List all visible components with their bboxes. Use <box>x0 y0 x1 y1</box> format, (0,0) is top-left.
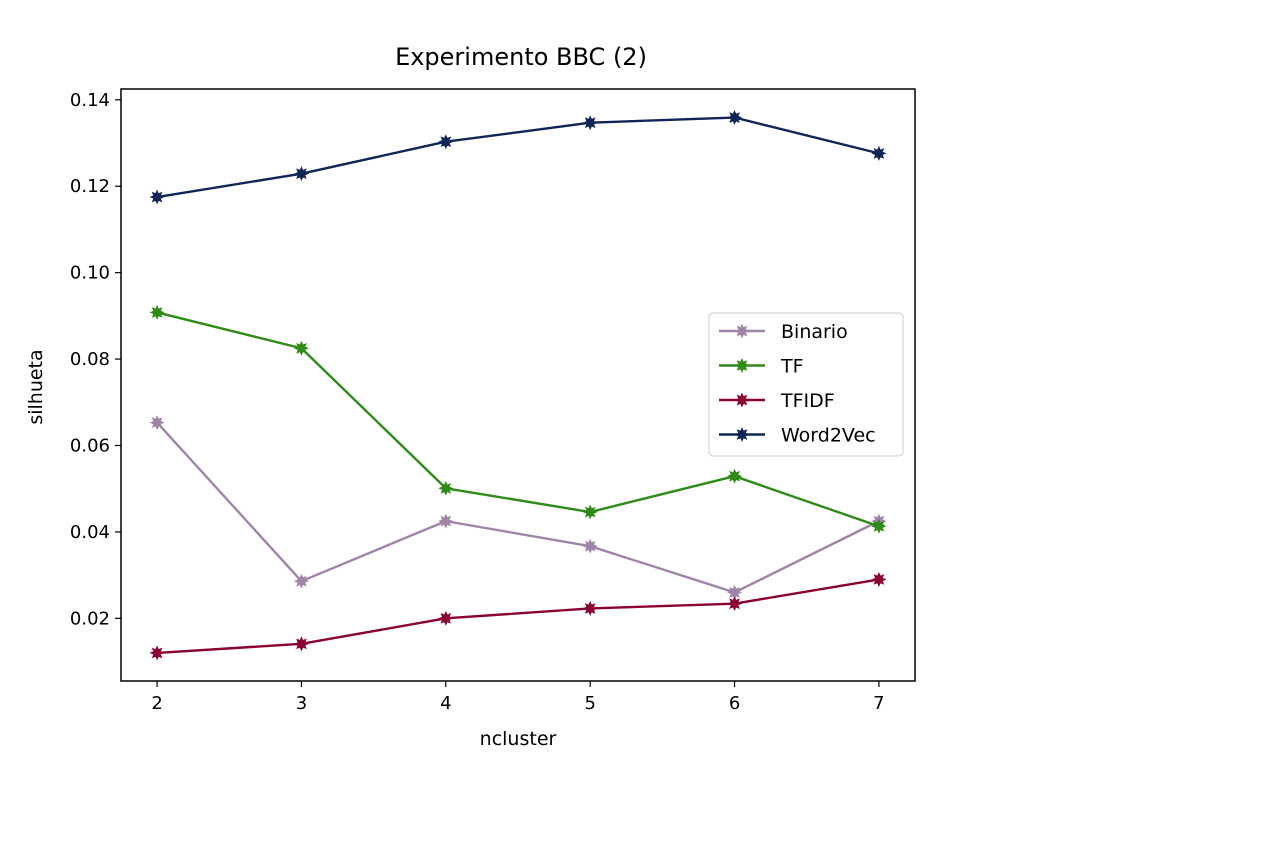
y-tick-label: 0.12 <box>70 176 110 197</box>
x-tick-label: 6 <box>729 693 740 714</box>
y-tick-label: 0.08 <box>70 349 110 370</box>
data-point-word2vec <box>438 134 454 150</box>
series-word2vec <box>149 110 887 205</box>
y-tick-label: 0.06 <box>70 435 110 456</box>
data-point-tfidf <box>727 596 743 612</box>
data-point-tfidf <box>149 645 165 661</box>
chart-title: Experimento BBC (2) <box>395 43 647 71</box>
series-line-word2vec <box>156 116 880 199</box>
plot-area <box>120 88 916 682</box>
data-point-binario <box>149 415 165 431</box>
x-tick-label: 5 <box>584 693 595 714</box>
data-point-word2vec <box>149 189 165 205</box>
y-axis: 0.02 0.04 0.06 0.08 0.10 0.12 0.14 <box>70 90 121 629</box>
legend-marker <box>734 323 750 339</box>
x-tick-label: 3 <box>296 693 307 714</box>
series-tf <box>149 304 887 534</box>
y-tick-label: 0.04 <box>70 522 110 543</box>
series-line-tfidf <box>157 578 880 655</box>
data-point-word2vec <box>293 166 309 182</box>
legend-item-tfidf: TFIDF <box>719 390 835 412</box>
data-point-tf <box>582 504 598 520</box>
legend-marker <box>734 392 750 408</box>
x-tick-label: 2 <box>151 693 162 714</box>
data-point-tf <box>438 480 454 496</box>
data-point-word2vec <box>582 115 598 131</box>
data-point-tfidf <box>871 571 887 587</box>
legend-item-tf: TF <box>719 356 804 378</box>
legend: Binario TF TFIDF Word2Vec <box>708 312 904 457</box>
data-point-tfidf <box>438 610 454 626</box>
y-tick-label: 0.14 <box>70 90 110 111</box>
data-point-tfidf <box>582 600 598 616</box>
data-point-tf <box>727 468 743 484</box>
data-point-tfidf <box>293 636 309 652</box>
legend-item-word2vec: Word2Vec <box>719 425 876 447</box>
y-tick-label: 0.10 <box>70 263 110 284</box>
series-tfidf <box>149 571 887 661</box>
data-point-binario <box>293 573 309 589</box>
x-tick-label: 7 <box>873 693 884 714</box>
x-axis-label: ncluster <box>480 728 557 750</box>
x-tick-label: 4 <box>440 693 451 714</box>
y-tick-label: 0.02 <box>70 608 110 629</box>
plot-border <box>120 88 916 682</box>
legend-label: TF <box>780 356 804 378</box>
series-layer <box>149 110 887 661</box>
series-line-binario <box>156 421 880 594</box>
legend-marker <box>734 357 750 374</box>
legend-marker <box>734 426 750 443</box>
data-point-tf <box>149 304 165 320</box>
y-axis-label: silhueta <box>25 349 47 424</box>
legend-item-binario: Binario <box>719 321 848 343</box>
data-point-word2vec <box>727 110 743 126</box>
legend-label: TFIDF <box>780 390 835 412</box>
data-point-word2vec <box>871 145 887 161</box>
data-point-tf <box>871 518 887 534</box>
legend-label: Word2Vec <box>781 425 876 447</box>
data-point-binario <box>582 538 598 554</box>
x-axis: 2 3 4 5 6 7 <box>151 681 885 714</box>
data-point-binario <box>438 513 454 529</box>
series-line-tf <box>156 311 880 528</box>
data-point-tf <box>293 340 309 356</box>
legend-label: Binario <box>781 321 848 343</box>
legend-box <box>708 312 904 457</box>
